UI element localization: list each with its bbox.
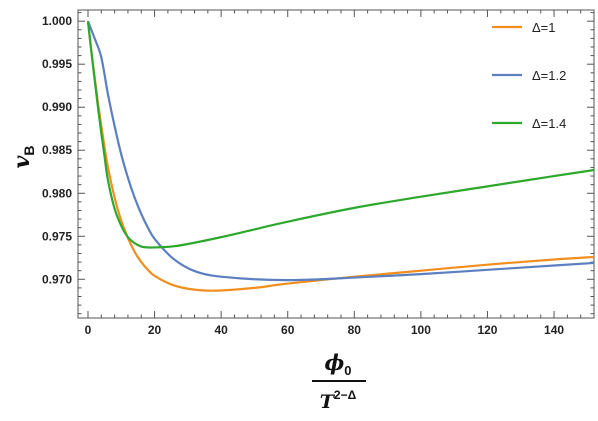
series-line-2 <box>86 20 595 282</box>
y-tick-label: 1.000 <box>42 14 72 28</box>
x-tick-label: 40 <box>214 323 228 337</box>
svg-text:T2−Δ: T2−Δ <box>320 388 357 413</box>
x-axis-label: ϕ0 T2−Δ <box>312 350 366 413</box>
x-tick-label: 120 <box>477 323 497 337</box>
y-axis-label: vB <box>9 146 37 169</box>
y-axis-label-subscript: B <box>21 146 37 156</box>
legend: Δ=1 Δ=1.2 Δ=1.4 <box>492 20 566 131</box>
plot-frame <box>77 9 595 319</box>
x-axis-label-numerator-symbol: ϕ <box>324 350 344 375</box>
y-tick-label: 0.975 <box>42 229 72 243</box>
y-axis-label-symbol: v <box>9 155 35 168</box>
x-tick-label: 140 <box>544 323 564 337</box>
x-axis-label-numerator-subscript: 0 <box>344 363 351 378</box>
x-tick-label: 80 <box>348 323 362 337</box>
y-tick-label: 0.985 <box>42 143 72 157</box>
svg-text:vB: vB <box>9 146 37 169</box>
series-line-3 <box>86 21 595 249</box>
y-tick-label: 0.990 <box>42 100 72 114</box>
legend-label: Δ=1.2 <box>532 68 566 83</box>
svg-text:ϕ0: ϕ0 <box>324 350 351 378</box>
series-lines <box>86 20 595 292</box>
legend-label: Δ=1.4 <box>532 116 566 131</box>
x-axis-label-denominator-symbol: T <box>320 391 336 413</box>
y-tick-label: 0.970 <box>42 272 72 286</box>
x-tick-label: 0 <box>85 323 92 337</box>
legend-label: Δ=1 <box>532 20 556 35</box>
x-tick-label: 20 <box>148 323 162 337</box>
x-axis-label-denominator-superscript: 2−Δ <box>334 388 357 402</box>
y-tick-label: 0.980 <box>42 186 72 200</box>
y-tick-label: 0.995 <box>42 57 72 71</box>
axes: 0 20 40 60 80 100 120 140 0.970 0.975 0.980 0.985 0.… <box>42 9 595 337</box>
x-tick-label: 100 <box>411 323 431 337</box>
x-tick-label: 60 <box>281 323 295 337</box>
